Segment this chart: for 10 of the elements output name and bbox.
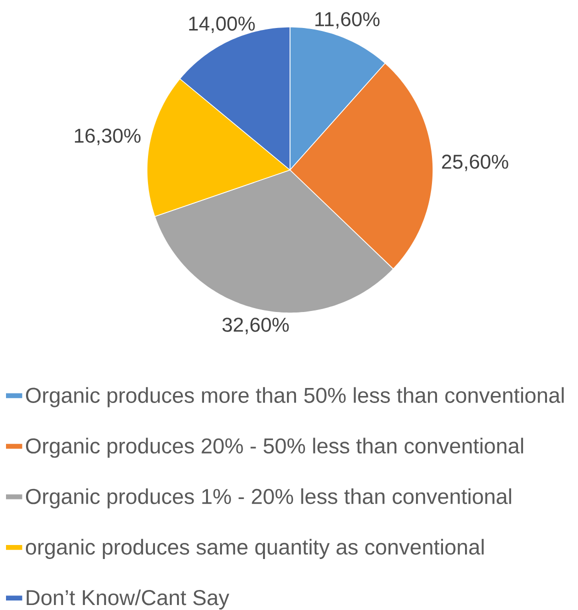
legend-label: Organic produces 1% - 20% less than conventional — [26, 488, 512, 508]
data-label: 25,60% — [442, 154, 508, 172]
data-label: 11,60% — [315, 12, 380, 29]
legend-label: Don’t Know/Cant Say — [26, 589, 230, 610]
legend-label: Organic produces more than 50% less than conventional — [26, 387, 564, 408]
data-label: 14,00% — [189, 16, 255, 34]
data-label: 16,30% — [74, 128, 141, 146]
data-label: 32,60% — [222, 318, 289, 334]
legend-label: Organic produces 20% - 50% less than conventional — [26, 438, 524, 458]
legend-label: organic produces same quantity as conventional — [26, 538, 484, 559]
